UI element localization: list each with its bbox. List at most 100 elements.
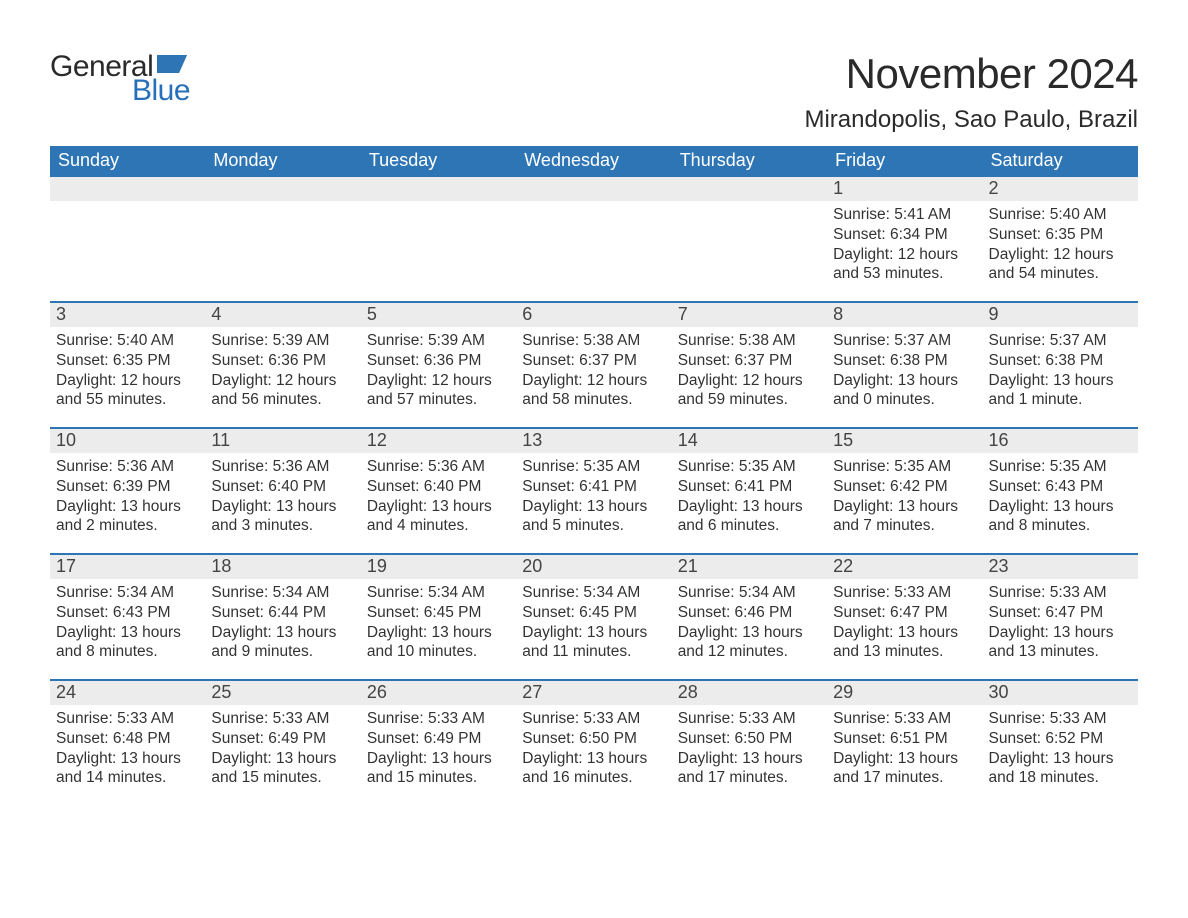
sunrise-text: Sunrise: 5:39 AM bbox=[211, 331, 354, 351]
day-cell: 2Sunrise: 5:40 AMSunset: 6:35 PMDaylight… bbox=[983, 177, 1138, 301]
daylight-text: Daylight: 13 hours and 2 minutes. bbox=[56, 497, 199, 537]
sunrise-text: Sunrise: 5:33 AM bbox=[211, 709, 354, 729]
week-row: 24Sunrise: 5:33 AMSunset: 6:48 PMDayligh… bbox=[50, 679, 1138, 805]
sunrise-text: Sunrise: 5:33 AM bbox=[367, 709, 510, 729]
daylight-text: Daylight: 13 hours and 10 minutes. bbox=[367, 623, 510, 663]
sunrise-text: Sunrise: 5:38 AM bbox=[678, 331, 821, 351]
sunset-text: Sunset: 6:48 PM bbox=[56, 729, 199, 749]
sunset-text: Sunset: 6:36 PM bbox=[367, 351, 510, 371]
title-block: November 2024 Mirandopolis, Sao Paulo, B… bbox=[804, 50, 1138, 134]
day-cell: 11Sunrise: 5:36 AMSunset: 6:40 PMDayligh… bbox=[205, 429, 360, 553]
logo-text-blue: Blue bbox=[132, 74, 190, 108]
sunrise-text: Sunrise: 5:36 AM bbox=[211, 457, 354, 477]
daylight-text: Daylight: 13 hours and 8 minutes. bbox=[989, 497, 1132, 537]
sunrise-text: Sunrise: 5:35 AM bbox=[678, 457, 821, 477]
day-details: Sunrise: 5:33 AMSunset: 6:49 PMDaylight:… bbox=[205, 705, 360, 794]
daylight-text: Daylight: 13 hours and 5 minutes. bbox=[522, 497, 665, 537]
day-cell: 20Sunrise: 5:34 AMSunset: 6:45 PMDayligh… bbox=[516, 555, 671, 679]
day-header: Monday bbox=[205, 146, 360, 177]
day-details: Sunrise: 5:33 AMSunset: 6:50 PMDaylight:… bbox=[516, 705, 671, 794]
day-cell: 15Sunrise: 5:35 AMSunset: 6:42 PMDayligh… bbox=[827, 429, 982, 553]
day-details: Sunrise: 5:36 AMSunset: 6:40 PMDaylight:… bbox=[361, 453, 516, 542]
day-number: 27 bbox=[516, 681, 671, 705]
daylight-text: Daylight: 13 hours and 1 minute. bbox=[989, 371, 1132, 411]
day-header: Thursday bbox=[672, 146, 827, 177]
daylight-text: Daylight: 13 hours and 13 minutes. bbox=[833, 623, 976, 663]
day-number: 5 bbox=[361, 303, 516, 327]
day-number: 19 bbox=[361, 555, 516, 579]
day-number: 2 bbox=[983, 177, 1138, 201]
sunrise-text: Sunrise: 5:33 AM bbox=[989, 709, 1132, 729]
day-cell: 26Sunrise: 5:33 AMSunset: 6:49 PMDayligh… bbox=[361, 681, 516, 805]
day-details: Sunrise: 5:41 AMSunset: 6:34 PMDaylight:… bbox=[827, 201, 982, 290]
daylight-text: Daylight: 12 hours and 57 minutes. bbox=[367, 371, 510, 411]
day-cell: 27Sunrise: 5:33 AMSunset: 6:50 PMDayligh… bbox=[516, 681, 671, 805]
day-details: Sunrise: 5:35 AMSunset: 6:41 PMDaylight:… bbox=[672, 453, 827, 542]
daylight-text: Daylight: 13 hours and 6 minutes. bbox=[678, 497, 821, 537]
day-number: 6 bbox=[516, 303, 671, 327]
sunset-text: Sunset: 6:35 PM bbox=[56, 351, 199, 371]
sunrise-text: Sunrise: 5:40 AM bbox=[56, 331, 199, 351]
day-number: 25 bbox=[205, 681, 360, 705]
sunset-text: Sunset: 6:52 PM bbox=[989, 729, 1132, 749]
day-header: Sunday bbox=[50, 146, 205, 177]
sunset-text: Sunset: 6:37 PM bbox=[522, 351, 665, 371]
day-cell: 5Sunrise: 5:39 AMSunset: 6:36 PMDaylight… bbox=[361, 303, 516, 427]
day-details: Sunrise: 5:34 AMSunset: 6:46 PMDaylight:… bbox=[672, 579, 827, 668]
sunset-text: Sunset: 6:45 PM bbox=[367, 603, 510, 623]
day-number: 28 bbox=[672, 681, 827, 705]
week-row: 17Sunrise: 5:34 AMSunset: 6:43 PMDayligh… bbox=[50, 553, 1138, 679]
daylight-text: Daylight: 13 hours and 4 minutes. bbox=[367, 497, 510, 537]
day-header: Tuesday bbox=[361, 146, 516, 177]
daylight-text: Daylight: 13 hours and 17 minutes. bbox=[678, 749, 821, 789]
day-cell: 16Sunrise: 5:35 AMSunset: 6:43 PMDayligh… bbox=[983, 429, 1138, 553]
day-details: Sunrise: 5:39 AMSunset: 6:36 PMDaylight:… bbox=[361, 327, 516, 416]
header: General Blue November 2024 Mirandopolis,… bbox=[50, 50, 1138, 134]
sunrise-text: Sunrise: 5:33 AM bbox=[833, 709, 976, 729]
sunrise-text: Sunrise: 5:34 AM bbox=[211, 583, 354, 603]
day-cell: 30Sunrise: 5:33 AMSunset: 6:52 PMDayligh… bbox=[983, 681, 1138, 805]
sunrise-text: Sunrise: 5:35 AM bbox=[989, 457, 1132, 477]
day-details: Sunrise: 5:35 AMSunset: 6:41 PMDaylight:… bbox=[516, 453, 671, 542]
sunrise-text: Sunrise: 5:36 AM bbox=[367, 457, 510, 477]
sunset-text: Sunset: 6:40 PM bbox=[211, 477, 354, 497]
location-subtitle: Mirandopolis, Sao Paulo, Brazil bbox=[804, 106, 1138, 134]
daylight-text: Daylight: 13 hours and 12 minutes. bbox=[678, 623, 821, 663]
day-cell: 28Sunrise: 5:33 AMSunset: 6:50 PMDayligh… bbox=[672, 681, 827, 805]
day-number: 3 bbox=[50, 303, 205, 327]
day-details: Sunrise: 5:33 AMSunset: 6:48 PMDaylight:… bbox=[50, 705, 205, 794]
day-cell: 25Sunrise: 5:33 AMSunset: 6:49 PMDayligh… bbox=[205, 681, 360, 805]
sunrise-text: Sunrise: 5:34 AM bbox=[678, 583, 821, 603]
sunset-text: Sunset: 6:49 PM bbox=[211, 729, 354, 749]
day-number-empty bbox=[361, 177, 516, 201]
week-row: 10Sunrise: 5:36 AMSunset: 6:39 PMDayligh… bbox=[50, 427, 1138, 553]
sunset-text: Sunset: 6:46 PM bbox=[678, 603, 821, 623]
day-cell bbox=[361, 177, 516, 301]
day-number: 23 bbox=[983, 555, 1138, 579]
day-cell: 24Sunrise: 5:33 AMSunset: 6:48 PMDayligh… bbox=[50, 681, 205, 805]
day-number: 1 bbox=[827, 177, 982, 201]
day-header: Wednesday bbox=[516, 146, 671, 177]
week-row: 1Sunrise: 5:41 AMSunset: 6:34 PMDaylight… bbox=[50, 177, 1138, 301]
day-details: Sunrise: 5:34 AMSunset: 6:44 PMDaylight:… bbox=[205, 579, 360, 668]
day-cell: 1Sunrise: 5:41 AMSunset: 6:34 PMDaylight… bbox=[827, 177, 982, 301]
sunrise-text: Sunrise: 5:37 AM bbox=[833, 331, 976, 351]
sunrise-text: Sunrise: 5:36 AM bbox=[56, 457, 199, 477]
day-cell: 29Sunrise: 5:33 AMSunset: 6:51 PMDayligh… bbox=[827, 681, 982, 805]
sunset-text: Sunset: 6:49 PM bbox=[367, 729, 510, 749]
day-number: 12 bbox=[361, 429, 516, 453]
day-cell: 9Sunrise: 5:37 AMSunset: 6:38 PMDaylight… bbox=[983, 303, 1138, 427]
sunrise-text: Sunrise: 5:38 AM bbox=[522, 331, 665, 351]
day-header: Friday bbox=[827, 146, 982, 177]
day-cell bbox=[516, 177, 671, 301]
day-number: 24 bbox=[50, 681, 205, 705]
day-cell bbox=[672, 177, 827, 301]
day-details: Sunrise: 5:33 AMSunset: 6:52 PMDaylight:… bbox=[983, 705, 1138, 794]
day-number: 13 bbox=[516, 429, 671, 453]
sunset-text: Sunset: 6:50 PM bbox=[678, 729, 821, 749]
daylight-text: Daylight: 13 hours and 0 minutes. bbox=[833, 371, 976, 411]
day-cell bbox=[205, 177, 360, 301]
day-number: 16 bbox=[983, 429, 1138, 453]
sunset-text: Sunset: 6:36 PM bbox=[211, 351, 354, 371]
day-cell: 22Sunrise: 5:33 AMSunset: 6:47 PMDayligh… bbox=[827, 555, 982, 679]
